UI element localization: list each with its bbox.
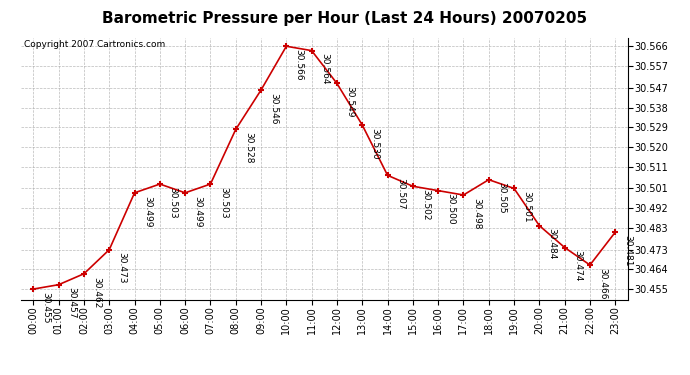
Text: 30.481: 30.481 (624, 235, 633, 267)
Text: 30.564: 30.564 (320, 53, 329, 85)
Text: 30.499: 30.499 (193, 196, 202, 227)
Text: 30.462: 30.462 (92, 276, 101, 308)
Text: 30.503: 30.503 (168, 187, 177, 219)
Text: 30.455: 30.455 (41, 292, 50, 323)
Text: 30.528: 30.528 (244, 132, 253, 164)
Text: 30.498: 30.498 (472, 198, 481, 229)
Text: 30.507: 30.507 (396, 178, 405, 210)
Text: 30.473: 30.473 (117, 252, 126, 284)
Text: 30.505: 30.505 (497, 183, 506, 214)
Text: 30.502: 30.502 (421, 189, 430, 220)
Text: 30.499: 30.499 (143, 196, 152, 227)
Text: 30.566: 30.566 (295, 49, 304, 81)
Text: 30.474: 30.474 (573, 250, 582, 282)
Text: 30.549: 30.549 (345, 86, 354, 118)
Text: 30.546: 30.546 (269, 93, 278, 124)
Text: 30.500: 30.500 (446, 194, 455, 225)
Text: Copyright 2007 Cartronics.com: Copyright 2007 Cartronics.com (23, 40, 165, 49)
Text: 30.530: 30.530 (371, 128, 380, 159)
Text: 30.466: 30.466 (598, 268, 607, 299)
Text: 30.501: 30.501 (522, 191, 531, 223)
Text: 30.503: 30.503 (219, 187, 228, 219)
Text: 30.457: 30.457 (67, 288, 76, 319)
Text: 30.484: 30.484 (548, 228, 557, 260)
Text: Barometric Pressure per Hour (Last 24 Hours) 20070205: Barometric Pressure per Hour (Last 24 Ho… (102, 11, 588, 26)
